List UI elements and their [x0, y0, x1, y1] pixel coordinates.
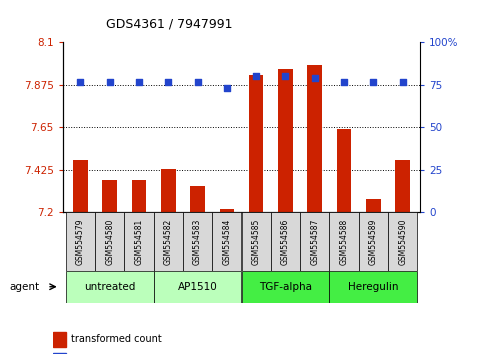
Text: transformed count: transformed count	[71, 334, 162, 344]
Bar	[124, 212, 154, 271]
Point	[135, 79, 143, 84]
Text: GSM554585: GSM554585	[252, 218, 261, 265]
Bar	[278, 69, 293, 212]
Text: GSM554581: GSM554581	[134, 218, 143, 265]
Bar	[66, 212, 95, 271]
Point	[223, 86, 231, 91]
Bar	[337, 129, 351, 212]
Point	[194, 79, 201, 84]
Bar	[359, 212, 388, 271]
Bar	[242, 271, 329, 303]
Text: GSM554584: GSM554584	[222, 218, 231, 265]
Text: GSM554589: GSM554589	[369, 218, 378, 265]
Bar	[249, 75, 263, 212]
Point	[164, 79, 172, 84]
Bar	[190, 186, 205, 212]
Text: GSM554587: GSM554587	[310, 218, 319, 265]
Bar	[300, 212, 329, 271]
Point	[369, 79, 377, 84]
Text: GSM554579: GSM554579	[76, 218, 85, 265]
Bar	[395, 160, 410, 212]
Text: TGF-alpha: TGF-alpha	[259, 282, 312, 292]
Point	[252, 74, 260, 79]
Bar	[307, 65, 322, 212]
Point	[340, 79, 348, 84]
Bar	[95, 212, 124, 271]
Bar	[212, 212, 242, 271]
Point	[106, 79, 114, 84]
Bar	[53, 353, 66, 354]
Point	[399, 79, 407, 84]
Bar	[66, 271, 154, 303]
Bar	[271, 212, 300, 271]
Text: GSM554582: GSM554582	[164, 218, 173, 265]
Text: GSM554586: GSM554586	[281, 218, 290, 265]
Bar	[154, 212, 183, 271]
Text: Heregulin: Heregulin	[348, 282, 398, 292]
Point	[76, 79, 84, 84]
Text: GSM554588: GSM554588	[340, 218, 349, 265]
Bar	[183, 212, 212, 271]
Text: GSM554583: GSM554583	[193, 218, 202, 265]
Text: AP1510: AP1510	[178, 282, 217, 292]
Text: agent: agent	[10, 282, 40, 292]
Bar	[220, 209, 234, 212]
Bar	[53, 332, 66, 347]
Text: GSM554590: GSM554590	[398, 218, 407, 265]
Text: GDS4361 / 7947991: GDS4361 / 7947991	[106, 18, 232, 31]
Point	[282, 74, 289, 79]
Bar	[329, 271, 417, 303]
Bar	[329, 212, 359, 271]
Text: untreated: untreated	[84, 282, 135, 292]
Bar	[154, 271, 242, 303]
Bar	[132, 180, 146, 212]
Point	[311, 75, 319, 81]
Text: GSM554580: GSM554580	[105, 218, 114, 265]
Bar	[242, 212, 271, 271]
Bar	[102, 180, 117, 212]
Bar	[73, 160, 88, 212]
Bar	[366, 199, 381, 212]
Bar	[161, 169, 176, 212]
Bar	[388, 212, 417, 271]
